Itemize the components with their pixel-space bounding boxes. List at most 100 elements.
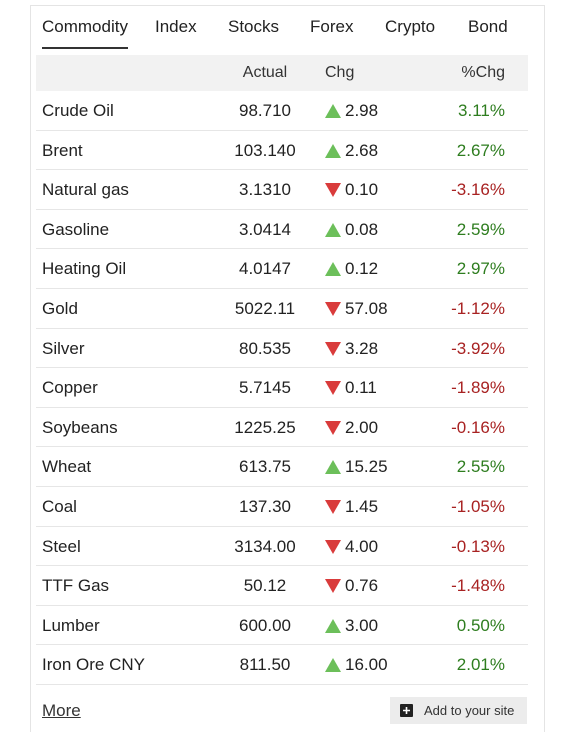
change-percent: -1.48% <box>451 576 505 596</box>
tab[interactable]: Index <box>155 17 197 36</box>
plus-icon <box>400 704 413 717</box>
commodity-name: Gasoline <box>42 219 110 239</box>
commodity-name: Crude Oil <box>42 101 114 120</box>
change-percent: 0.50% <box>456 615 505 635</box>
down-arrow <box>325 341 341 356</box>
arrow <box>325 500 341 514</box>
tab[interactable]: Commodity <box>42 17 128 49</box>
commodity-name: Natural gas <box>42 180 129 200</box>
change-value: 4.00 <box>345 536 379 556</box>
actual-value: 5.7145 <box>239 378 291 398</box>
actual-value: 600.00 <box>239 615 291 635</box>
down-arrow <box>325 539 341 554</box>
actual-value: 3.0414 <box>239 219 291 239</box>
arrow <box>325 104 341 118</box>
change-percent: 2.59% <box>456 219 505 239</box>
change-value: 3.28 <box>345 338 379 358</box>
down-arrow <box>325 183 341 198</box>
up-arrow <box>325 143 341 158</box>
arrow <box>325 222 341 237</box>
change-value: 2.68 <box>345 140 379 160</box>
change-value: 0.11 <box>345 378 377 398</box>
commodity-name: Heating Oil <box>42 259 127 279</box>
table-header: Actual Chg %Chg <box>36 55 528 91</box>
actual-value: 3134.00 <box>234 536 296 556</box>
table-row: Crude Oil 98.710 2.98 3.11% <box>36 91 528 131</box>
table-row: Steel 3134.00 4.00 -0.13% <box>36 527 528 567</box>
table-row: Heating Oil 4.0147 0.12 2.97% <box>36 249 528 289</box>
commodity-name: Brent <box>42 140 83 160</box>
change-value: 57.08 <box>345 299 388 318</box>
table-row: TTF Gas 50.12 0.76 -1.48% <box>36 566 528 606</box>
down-arrow <box>325 302 341 316</box>
change-value: 16.00 <box>345 655 388 675</box>
change-percent: -0.16% <box>451 417 505 437</box>
arrow <box>325 420 341 435</box>
commodity-name: TTF Gas <box>42 576 110 596</box>
change-percent: 2.01% <box>456 655 505 675</box>
change-percent: -1.89% <box>451 378 505 398</box>
up-arrow <box>325 460 341 475</box>
table-row: Copper 5.7145 0.11 -1.89% <box>36 368 528 408</box>
button-label: Add to your site <box>424 703 515 718</box>
widget <box>30 5 545 732</box>
change-percent: -1.12% <box>451 299 505 318</box>
change-value: 0.76 <box>345 576 379 596</box>
actual-value: 5022.11 <box>234 299 296 318</box>
commodity-name: Gold <box>42 299 78 318</box>
actual-value: 50.12 <box>243 576 287 596</box>
change-percent: 2.67% <box>456 140 505 160</box>
arrow <box>325 658 341 673</box>
change-value: 15.25 <box>345 457 388 477</box>
table-row: Soybeans 1225.25 2.00 -0.16% <box>36 408 528 448</box>
actual-value: 4.0147 <box>239 259 291 279</box>
table-row: Silver 80.535 3.28 -3.92% <box>36 329 528 369</box>
arrow <box>325 341 341 356</box>
commodity-name: Copper <box>42 378 98 398</box>
change-percent: -1.05% <box>451 497 505 516</box>
change-percent: -3.92% <box>451 338 505 358</box>
arrow <box>325 460 341 475</box>
table-row: Gold 5022.11 57.08 -1.12% <box>36 289 528 329</box>
commodity-name: Iron Ore CNY <box>42 655 145 675</box>
actual-value: 80.535 <box>239 338 291 358</box>
tab[interactable]: Forex <box>310 17 354 36</box>
down-arrow <box>325 500 341 514</box>
table-row: Gasoline 3.0414 0.08 2.59% <box>36 210 528 250</box>
arrow <box>325 143 341 158</box>
change-percent: -0.13% <box>451 536 505 556</box>
table-row: Brent 103.140 2.68 2.67% <box>36 131 528 171</box>
commodity-name: Wheat <box>42 457 92 477</box>
arrow <box>325 262 341 277</box>
header-cell: Chg <box>325 64 355 81</box>
change-percent: 2.97% <box>456 259 505 279</box>
tab[interactable]: Bond <box>468 17 508 36</box>
actual-value: 3.1310 <box>239 180 291 200</box>
up-arrow <box>325 222 341 237</box>
table-row: Iron Ore CNY 811.50 16.00 2.01% <box>36 645 528 685</box>
up-arrow <box>325 618 341 633</box>
change-value: 2.98 <box>345 101 379 120</box>
actual-value: 1225.25 <box>234 417 296 437</box>
down-arrow <box>325 579 341 594</box>
down-arrow <box>325 381 341 396</box>
add-button[interactable]: Add to your site <box>390 697 527 724</box>
change-value: 0.08 <box>345 219 379 239</box>
tab[interactable]: Crypto <box>385 17 436 36</box>
table-row: Coal 137.30 1.45 -1.05% <box>36 487 528 527</box>
more-link[interactable]: More <box>42 701 81 720</box>
actual-value: 613.75 <box>239 457 291 477</box>
change-value: 0.12 <box>345 259 379 279</box>
actual-value: 811.50 <box>239 655 291 675</box>
up-arrow <box>325 658 341 673</box>
actual-value: 103.140 <box>234 140 296 160</box>
arrow <box>325 618 341 633</box>
header-cell: Actual <box>242 64 288 81</box>
tab[interactable]: Stocks <box>228 17 280 36</box>
header-cell: %Chg <box>461 64 505 81</box>
change-percent: 3.11% <box>458 101 505 120</box>
up-arrow <box>325 104 341 118</box>
table-row: Lumber 600.00 3.00 0.50% <box>36 606 528 646</box>
commodity-name: Soybeans <box>42 417 118 437</box>
commodity-name: Steel <box>42 536 81 556</box>
